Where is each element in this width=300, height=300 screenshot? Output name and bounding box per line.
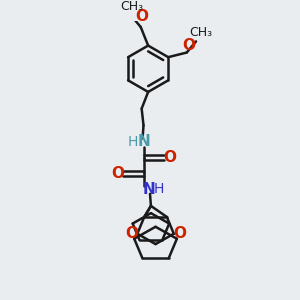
Text: N: N [143, 182, 155, 197]
Text: N: N [137, 134, 150, 149]
Text: H: H [153, 182, 164, 196]
Text: O: O [182, 38, 195, 53]
Text: O: O [135, 9, 148, 24]
Text: CH₃: CH₃ [189, 26, 212, 39]
Text: H: H [128, 135, 138, 149]
Text: O: O [125, 226, 138, 241]
Text: CH₃: CH₃ [120, 0, 143, 13]
Text: O: O [163, 150, 176, 165]
Text: O: O [173, 226, 186, 241]
Text: O: O [111, 166, 124, 181]
